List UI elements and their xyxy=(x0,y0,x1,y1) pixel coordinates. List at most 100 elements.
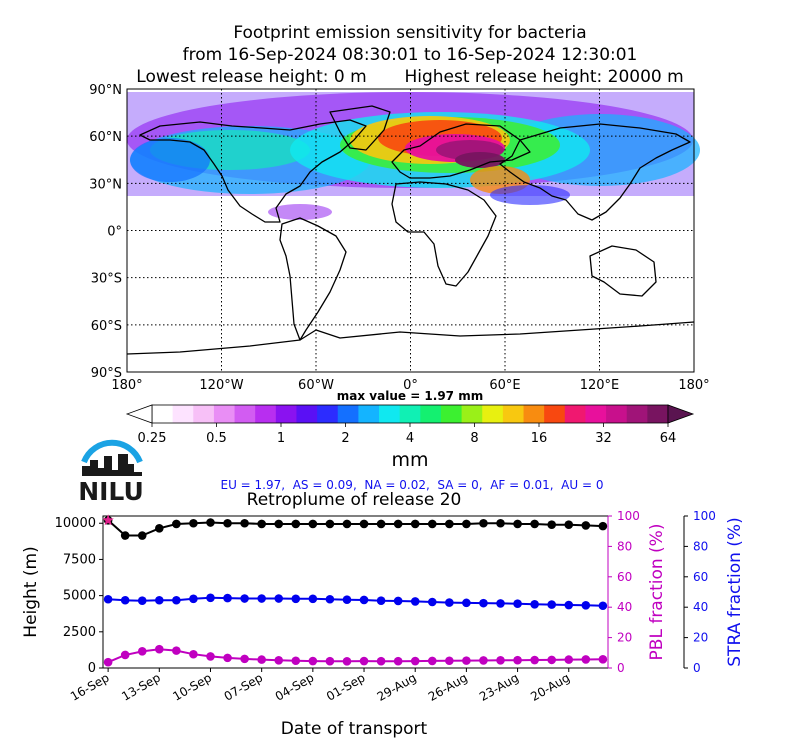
date-axis-ticks: 16-Sep 13-Sep 10-Sep 07-Sep 04-Sep 01-Sep 29-A… xyxy=(68,668,572,704)
y-axis-label: Height (m) xyxy=(21,546,41,637)
series-point-1 xyxy=(581,601,591,610)
date-tick-label: 10-Sep xyxy=(170,670,214,703)
colorbar-tick-label: 4 xyxy=(406,431,414,446)
pbl-tick-label: 60 xyxy=(617,570,632,584)
series-point-1 xyxy=(223,593,232,603)
colorbar-unit: mm xyxy=(391,449,428,471)
series-point-1 xyxy=(598,601,608,611)
lat-tick-label: 30°S xyxy=(91,272,122,287)
colorbar-cell xyxy=(358,405,380,423)
colorbar-cell xyxy=(544,405,566,423)
series-point-0 xyxy=(598,521,608,531)
series-point-1 xyxy=(393,596,403,606)
height-tick-label: 10000 xyxy=(55,516,96,531)
series-point-0 xyxy=(427,519,437,529)
series-point-2 xyxy=(496,656,505,665)
series-point-2 xyxy=(342,657,352,666)
series-point-1 xyxy=(308,594,318,604)
height-tick-label: 5000 xyxy=(63,589,96,604)
lon-tick-label: 0° xyxy=(403,378,418,393)
logo-text: NILU xyxy=(78,477,144,506)
series-point-0 xyxy=(410,519,420,529)
map-title-line2: from 16-Sep-2024 08:30:01 to 16-Sep-2024… xyxy=(183,45,638,65)
antarctica-outline xyxy=(126,321,695,355)
map-title-line1: Footprint emission sensitivity for bacte… xyxy=(233,23,586,43)
colorbar-cell xyxy=(399,405,421,423)
greenland-outline xyxy=(329,105,391,151)
series-point-0 xyxy=(547,520,556,529)
series-point-2 xyxy=(274,656,284,665)
series-point-2 xyxy=(547,655,556,665)
stra-axis-ticks: 0 20 40 60 80 100 xyxy=(684,509,716,675)
series-point-1 xyxy=(155,595,164,605)
series-point-1 xyxy=(513,599,522,609)
series-point-0 xyxy=(445,519,454,529)
series-point-1 xyxy=(445,598,454,607)
nilu-logo: NILU xyxy=(78,439,144,506)
series-point-0 xyxy=(206,518,215,527)
region-fractions: EU = 1.97, AS = 0.09, NA = 0.02, SA = 0,… xyxy=(221,478,604,492)
series-point-2 xyxy=(462,656,471,665)
series-point-2 xyxy=(172,646,181,655)
series-point-1 xyxy=(172,595,181,605)
series-point-0 xyxy=(172,519,181,529)
series-point-1 xyxy=(206,593,215,603)
series-point-2 xyxy=(137,647,147,656)
stra-tick-label: 80 xyxy=(693,539,708,553)
series-point-1 xyxy=(359,595,369,605)
series-point-0 xyxy=(376,519,386,529)
colorbar-cell xyxy=(440,405,462,423)
series-point-1 xyxy=(103,594,113,604)
chart-frame xyxy=(102,515,609,669)
series-point-2 xyxy=(445,656,454,666)
series-point-2 xyxy=(103,657,113,667)
series-point-2 xyxy=(189,649,198,659)
date-tick-label: 29-Aug xyxy=(375,670,419,704)
latitude-tick-labels: 90°N 60°N 30°N 0° 30°S 60°S 90°S xyxy=(89,83,122,381)
x-axis-label: Date of transport xyxy=(281,719,428,739)
lat-tick-label: 90°S xyxy=(91,366,122,381)
colorbar-tick-label: 0.25 xyxy=(138,431,167,446)
logo-skyline xyxy=(82,454,142,476)
series-point-0 xyxy=(137,531,147,540)
lat-tick-label: 60°N xyxy=(89,130,122,145)
series-point-1 xyxy=(274,594,284,603)
series-point-0 xyxy=(479,518,488,528)
series-point-1 xyxy=(547,600,556,609)
colorbar-cell xyxy=(234,405,256,423)
colorbar-cell xyxy=(523,405,545,423)
colorbar-tick-label: 8 xyxy=(470,431,478,446)
pbl-tick-label: 100 xyxy=(617,509,640,523)
date-tick-label: 26-Aug xyxy=(426,670,470,704)
series-point-0 xyxy=(393,519,403,529)
colorbar-cell xyxy=(606,405,628,423)
series-point-1 xyxy=(376,596,386,605)
series-point-0 xyxy=(120,531,130,540)
series-point-2 xyxy=(376,656,386,666)
coastlines xyxy=(126,105,695,355)
series-point-2 xyxy=(359,656,369,666)
lon-tick-label: 180° xyxy=(111,378,142,393)
series-point-1 xyxy=(427,597,437,607)
africa-outline xyxy=(391,181,497,287)
colorbar-right-extension xyxy=(667,404,695,424)
colorbar-cell xyxy=(647,405,669,423)
sensitivity-patch xyxy=(490,185,570,205)
series-point-0 xyxy=(496,518,505,528)
europe-outline xyxy=(391,123,531,179)
series-line-0 xyxy=(107,519,603,537)
map-frame xyxy=(126,88,695,373)
series-point-2 xyxy=(291,656,301,666)
colorbar-cell xyxy=(420,405,442,423)
series-point-0 xyxy=(240,518,249,528)
colorbar-cell xyxy=(585,405,607,423)
colorbar-cell xyxy=(172,405,194,423)
series-point-2 xyxy=(598,655,608,664)
date-tick-label: 01-Sep xyxy=(324,670,368,703)
lon-tick-label: 60°W xyxy=(298,378,334,393)
stra-axis-label: STRA fraction (%) xyxy=(725,517,745,666)
stra-tick-label: 60 xyxy=(693,570,708,584)
series-point-0 xyxy=(155,524,164,533)
series-point-2 xyxy=(257,655,266,664)
colorbar-tick-label: 0.5 xyxy=(206,431,227,446)
